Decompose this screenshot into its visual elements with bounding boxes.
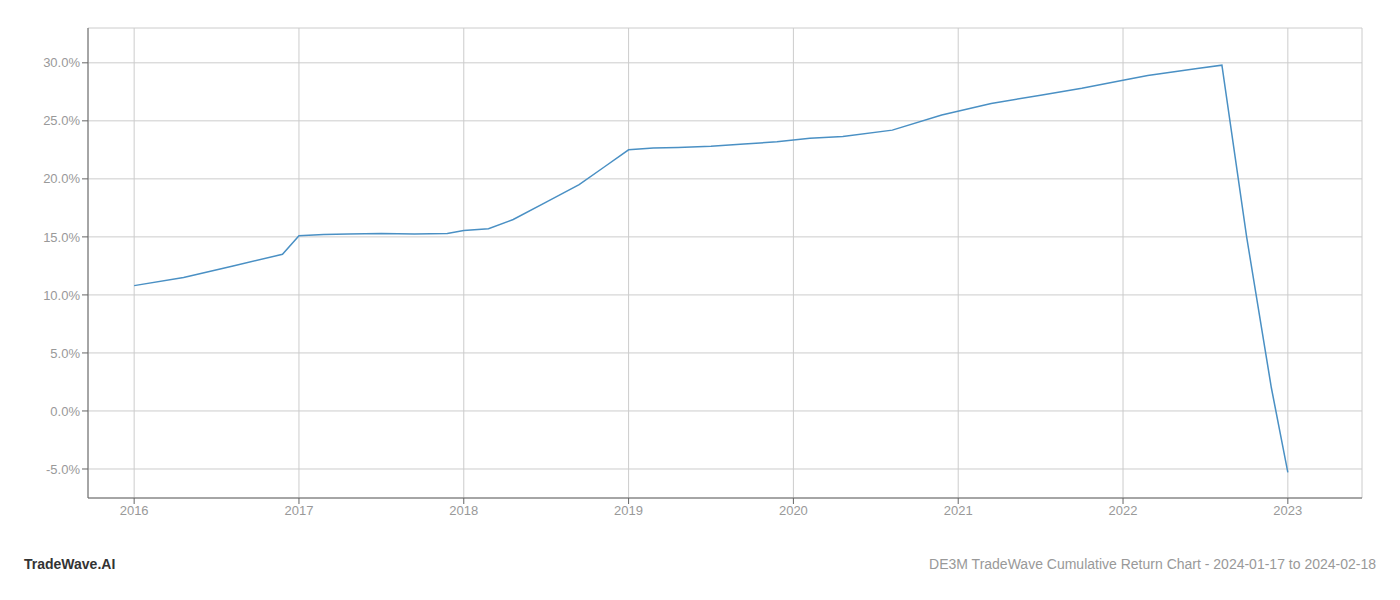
svg-text:2018: 2018 <box>449 503 478 518</box>
svg-text:5.0%: 5.0% <box>50 346 80 361</box>
svg-text:30.0%: 30.0% <box>43 55 80 70</box>
svg-text:2016: 2016 <box>120 503 149 518</box>
svg-text:2022: 2022 <box>1109 503 1138 518</box>
html-text:DE3M TradeWave Cumulative Retu: DE3M TradeWave Cumulative Return Chart -… <box>929 556 1376 572</box>
svg-text:-5.0%: -5.0% <box>46 462 80 477</box>
html-text:TradeWave.AI: TradeWave.AI <box>24 556 116 572</box>
svg-text:2023: 2023 <box>1273 503 1302 518</box>
svg-text:2020: 2020 <box>779 503 808 518</box>
svg-text:2019: 2019 <box>614 503 643 518</box>
svg-text:2017: 2017 <box>284 503 313 518</box>
svg-text:2021: 2021 <box>944 503 973 518</box>
svg-text:20.0%: 20.0% <box>43 171 80 186</box>
svg-text:0.0%: 0.0% <box>50 404 80 419</box>
svg-text:10.0%: 10.0% <box>43 288 80 303</box>
svg-text:25.0%: 25.0% <box>43 113 80 128</box>
svg-text:15.0%: 15.0% <box>43 230 80 245</box>
